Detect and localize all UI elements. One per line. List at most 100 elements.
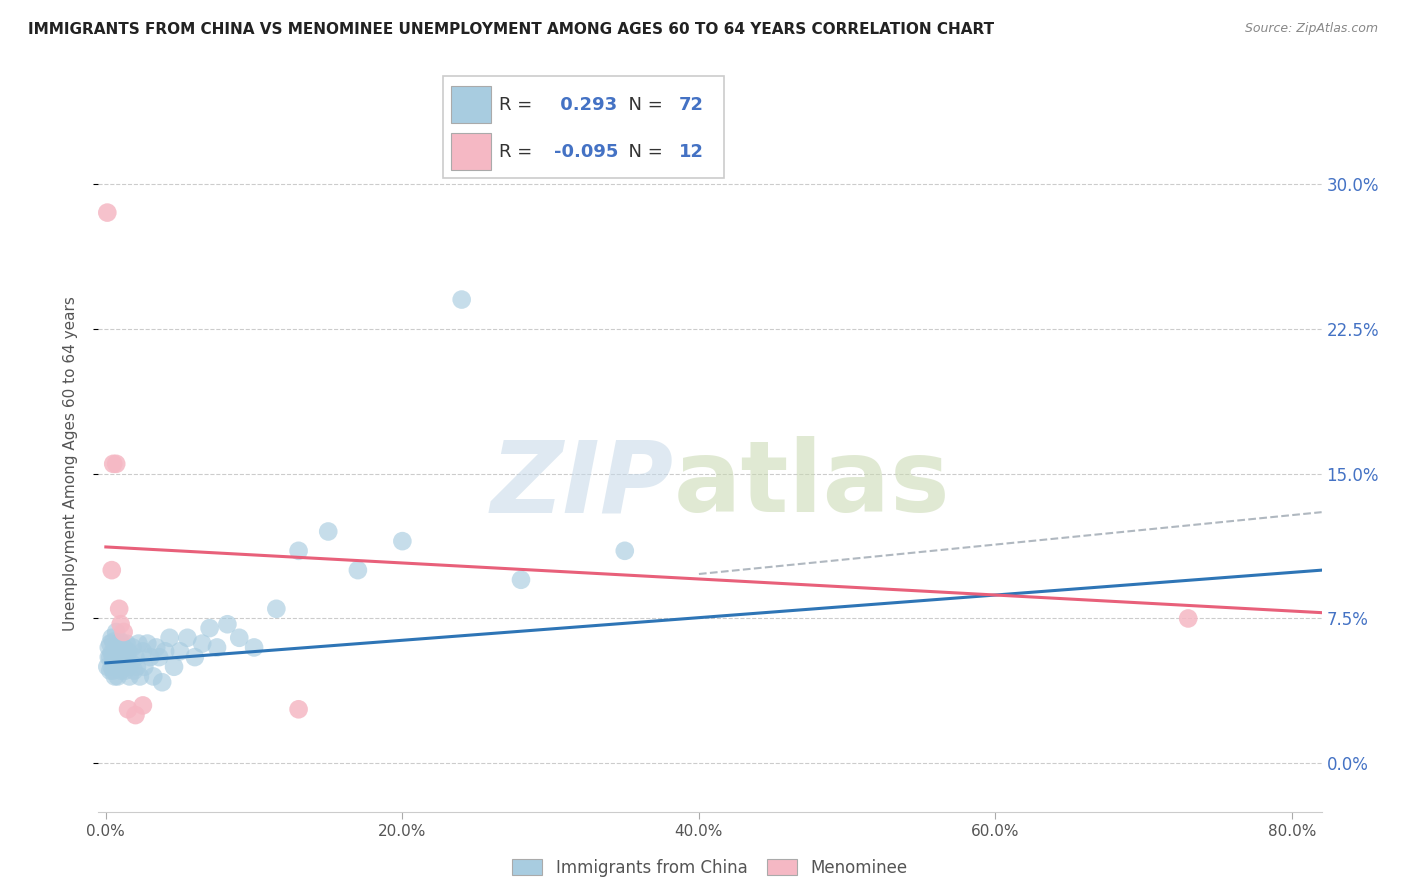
Point: [191, 637, 214, 651]
Point: [115, 650, 138, 665]
Point: [108, 602, 131, 616]
Point: [104, 646, 127, 660]
Point: [114, 664, 136, 678]
Point: [316, 524, 339, 539]
Point: [139, 650, 162, 665]
Point: [169, 644, 191, 658]
Point: [117, 660, 139, 674]
Point: [103, 664, 125, 678]
Point: [243, 640, 266, 655]
Point: [112, 656, 135, 670]
Y-axis label: Unemployment Among Ages 60 to 64 years: Unemployment Among Ages 60 to 64 years: [63, 296, 77, 632]
Point: [120, 656, 142, 670]
Point: [124, 650, 146, 665]
Text: N =: N =: [617, 143, 669, 161]
Point: [450, 293, 472, 307]
Point: [107, 646, 129, 660]
Point: [98, 664, 121, 678]
Point: [100, 660, 122, 674]
Point: [110, 634, 132, 648]
Point: [184, 650, 207, 665]
Point: [287, 702, 309, 716]
Text: 12: 12: [679, 143, 704, 161]
Legend: Immigrants from China, Menominee: Immigrants from China, Menominee: [506, 852, 914, 883]
Point: [117, 644, 139, 658]
Point: [176, 631, 198, 645]
Text: ZIP: ZIP: [491, 436, 673, 533]
Point: [145, 640, 167, 655]
FancyBboxPatch shape: [451, 87, 491, 123]
Point: [266, 602, 288, 616]
Point: [114, 650, 136, 665]
Point: [159, 631, 181, 645]
Point: [96, 660, 118, 674]
Text: Source: ZipAtlas.com: Source: ZipAtlas.com: [1244, 22, 1378, 36]
Point: [111, 660, 134, 674]
Text: atlas: atlas: [673, 436, 950, 533]
Point: [134, 660, 156, 674]
Point: [136, 637, 159, 651]
Point: [347, 563, 370, 577]
Point: [108, 656, 131, 670]
Point: [103, 457, 125, 471]
Text: -0.095: -0.095: [554, 143, 619, 161]
Point: [122, 664, 145, 678]
Point: [112, 640, 135, 655]
Point: [124, 708, 146, 723]
FancyBboxPatch shape: [451, 133, 491, 170]
Point: [117, 702, 139, 716]
Point: [100, 646, 122, 660]
Point: [96, 205, 118, 219]
Point: [110, 617, 132, 632]
Point: [148, 650, 170, 665]
Point: [98, 637, 121, 651]
Point: [129, 669, 152, 683]
Point: [107, 669, 129, 683]
Point: [125, 660, 148, 674]
Text: 72: 72: [679, 95, 704, 113]
Point: [287, 544, 309, 558]
Point: [115, 637, 138, 651]
Point: [391, 534, 413, 549]
FancyBboxPatch shape: [443, 76, 724, 178]
Point: [103, 634, 125, 648]
Point: [150, 675, 173, 690]
Point: [510, 573, 533, 587]
Point: [97, 640, 120, 655]
Text: R =: R =: [499, 95, 538, 113]
Point: [132, 698, 155, 713]
Point: [205, 640, 228, 655]
Point: [105, 624, 128, 639]
Point: [97, 650, 120, 665]
Point: [132, 644, 155, 658]
Point: [1177, 611, 1199, 625]
Point: [105, 640, 128, 655]
Point: [153, 644, 176, 658]
Point: [100, 563, 122, 577]
Point: [98, 650, 121, 665]
Point: [100, 631, 122, 645]
Point: [228, 631, 250, 645]
Point: [111, 644, 134, 658]
Point: [217, 617, 239, 632]
Point: [163, 660, 186, 674]
Point: [105, 457, 128, 471]
Point: [118, 669, 141, 683]
Point: [108, 640, 131, 655]
Point: [104, 660, 127, 674]
Point: [107, 660, 129, 674]
Text: N =: N =: [617, 95, 669, 113]
Text: 0.293: 0.293: [554, 95, 617, 113]
Text: IMMIGRANTS FROM CHINA VS MENOMINEE UNEMPLOYMENT AMONG AGES 60 TO 64 YEARS CORREL: IMMIGRANTS FROM CHINA VS MENOMINEE UNEMP…: [28, 22, 994, 37]
Point: [613, 544, 636, 558]
Point: [127, 637, 149, 651]
Point: [105, 656, 128, 670]
Point: [104, 669, 127, 683]
Text: R =: R =: [499, 143, 538, 161]
Point: [142, 669, 165, 683]
Point: [198, 621, 221, 635]
Point: [121, 640, 143, 655]
Point: [112, 624, 135, 639]
Point: [110, 650, 132, 665]
Point: [110, 664, 132, 678]
